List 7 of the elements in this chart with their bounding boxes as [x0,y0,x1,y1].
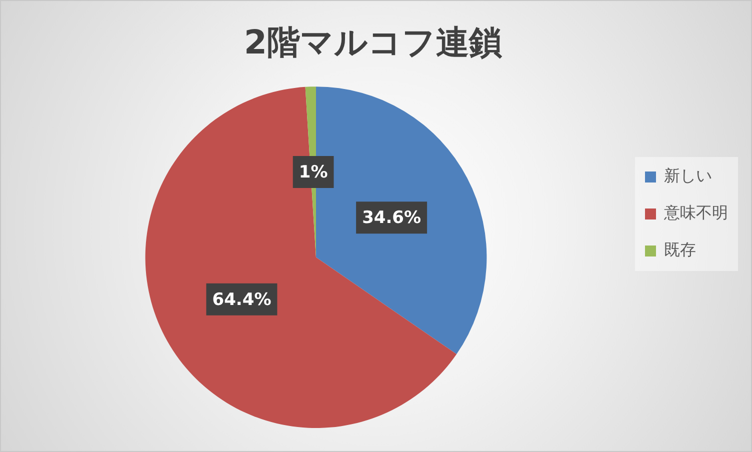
data-label: 34.6% [362,208,422,228]
legend-label: 既存 [664,240,696,260]
legend-label: 意味不明 [663,203,728,222]
legend-label: 新しい [664,166,712,186]
chart-title: 2階マルコフ連鎖 [244,22,503,62]
data-label: 64.4% [212,290,272,310]
data-label: 1% [298,162,328,182]
